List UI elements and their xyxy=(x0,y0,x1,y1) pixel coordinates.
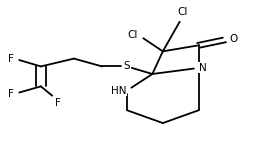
Text: Cl: Cl xyxy=(177,7,187,17)
Text: F: F xyxy=(9,89,14,99)
Text: HN: HN xyxy=(112,86,127,96)
Text: Cl: Cl xyxy=(128,30,138,40)
Text: F: F xyxy=(9,54,14,64)
Text: O: O xyxy=(229,34,237,44)
Text: S: S xyxy=(124,61,130,71)
Text: F: F xyxy=(55,98,61,108)
Text: N: N xyxy=(199,63,206,73)
